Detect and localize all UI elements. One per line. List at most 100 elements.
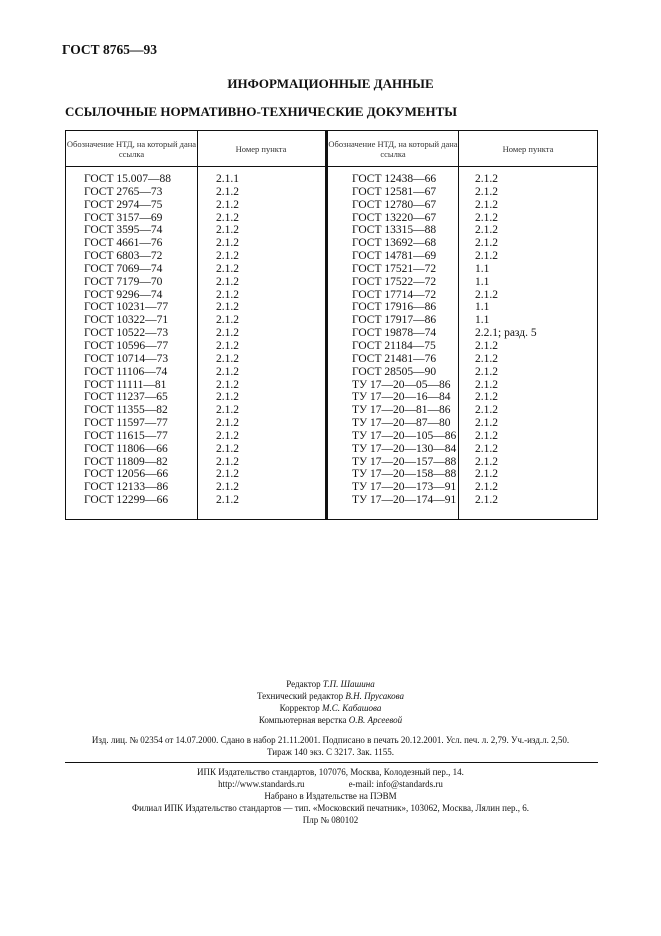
table-cell-clause: 2.1.2 [216, 429, 239, 442]
table-cell-clause: 2.1.2 [216, 404, 239, 417]
table-cell-ntd: ГОСТ 11597—77 [84, 417, 168, 430]
table-cell-ntd: ГОСТ 13692—68 [352, 237, 437, 250]
table-cell-ntd: ГОСТ 7179—70 [84, 275, 163, 288]
table-cell-clause: 2.1.2 [475, 378, 498, 391]
section-title: ИНФОРМАЦИОННЫЕ ДАННЫЕ [227, 76, 434, 91]
table-cell-clause: 2.1.2 [475, 455, 498, 468]
table-cell-clause: 2.1.2 [216, 262, 239, 275]
table-cell-clause: 2.1.2 [216, 352, 239, 365]
table-cell-ntd: ТУ 17—20—130—84 [352, 442, 457, 455]
table-cell-ntd: ГОСТ 17714—72 [352, 288, 437, 301]
table-cell-clause: 2.1.2 [475, 198, 498, 211]
table-cell-clause: 1.1 [475, 301, 490, 314]
table-cell-ntd: ГОСТ 10231—77 [84, 301, 169, 314]
table-cell-clause: 2.1.2 [216, 365, 239, 378]
table-cell-ntd: ГОСТ 2974—75 [84, 198, 163, 211]
table-cell-clause: 2.1.2 [216, 442, 239, 455]
table-cell-ntd: ГОСТ 17521—72 [352, 262, 437, 275]
table-cell-clause: 2.1.2 [216, 237, 239, 250]
table-cell-clause: 2.1.2 [216, 391, 239, 404]
table-cell-ntd: ГОСТ 10322—71 [84, 314, 169, 327]
header-clause-right: Номер пункта [502, 143, 554, 154]
subsection-title: ССЫЛОЧНЫЕ НОРМАТИВНО-ТЕХНИЧЕСКИЕ ДОКУМЕН… [65, 104, 458, 119]
table-cell-clause: 2.1.2 [475, 429, 498, 442]
table-cell-clause: 2.1.2 [216, 378, 239, 391]
editor-line: Редактор Т.П. Шашина [286, 679, 375, 689]
table-cell-clause: 2.2.1; разд. 5 [475, 327, 537, 340]
table-cell-clause: 2.1.2 [475, 185, 498, 198]
table-cell-clause: 2.1.2 [475, 494, 498, 507]
table-cell-ntd: ГОСТ 9296—74 [84, 288, 163, 301]
table-cell-clause: 2.1.2 [475, 224, 498, 237]
table-cell-clause: 2.1.2 [216, 224, 239, 237]
table-cell-clause: 2.1.2 [216, 314, 239, 327]
header-ntd-left: Обозначение НТД, на который дана ссылка [66, 138, 197, 159]
table-cell-ntd: ГОСТ 3157—69 [84, 211, 163, 224]
table-cell-ntd: ГОСТ 11237—65 [84, 391, 168, 404]
table-cell-ntd: ГОСТ 12581—67 [352, 185, 437, 198]
publisher-address: ИПК Издательство стандартов, 107076, Мос… [197, 767, 464, 777]
table-cell-clause: 2.1.2 [216, 211, 239, 224]
table-cell-clause: 2.1.1 [216, 173, 239, 185]
table-cell-ntd: ГОСТ 28505—90 [352, 365, 437, 378]
table-cell-clause: 2.1.2 [475, 339, 498, 352]
table-cell-clause: 2.1.2 [216, 455, 239, 468]
email-link[interactable]: e-mail: info@standards.ru [348, 779, 443, 789]
table-cell-ntd: ГОСТ 7069—74 [84, 262, 163, 275]
contacts: http://www.standards.ru e-mail: info@stan… [0, 778, 661, 790]
table-cell-clause: 2.1.2 [475, 417, 498, 430]
table-cell-clause: 2.1.2 [475, 173, 498, 185]
table-cell-clause: 1.1 [475, 262, 490, 275]
table-cell-ntd: ГОСТ 2765—73 [84, 185, 163, 198]
table-cell-clause: 2.1.2 [475, 288, 498, 301]
table-cell-clause: 1.1 [475, 314, 490, 327]
table-cell-ntd: ГОСТ 4661—76 [84, 237, 163, 250]
header-clause-left: Номер пункта [235, 143, 287, 154]
table-cell-clause: 2.1.2 [216, 468, 239, 481]
table-cell-clause: 2.1.2 [216, 481, 239, 494]
table-cell-ntd: ГОСТ 15.007—88 [84, 173, 172, 185]
table-cell-ntd: ГОСТ 17917—86 [352, 314, 437, 327]
table-cell-ntd: ТУ 17—20—173—91 [352, 481, 457, 494]
table-cell-clause: 2.1.2 [216, 301, 239, 314]
table-cell-clause: 2.1.2 [475, 365, 498, 378]
header-ntd-right: Обозначение НТД, на который дана ссылка [328, 138, 458, 159]
table-cell-clause: 2.1.2 [475, 250, 498, 263]
table-cell-ntd: ГОСТ 13315—88 [352, 224, 437, 237]
table-cell-clause: 2.1.2 [216, 250, 239, 263]
table-cell-ntd: ГОСТ 19878—74 [352, 327, 437, 340]
table-cell-clause: 2.1.2 [216, 288, 239, 301]
table-cell-clause: 2.1.2 [475, 352, 498, 365]
table-cell-ntd: ТУ 17—20—05—86 [352, 378, 451, 391]
table-cell-clause: 2.1.2 [216, 417, 239, 430]
table-cell-ntd: ГОСТ 12056—66 [84, 468, 169, 481]
website-link[interactable]: http://www.standards.ru [218, 779, 305, 789]
table-cell-clause: 2.1.2 [216, 327, 239, 340]
table-cell-ntd: ТУ 17—20—81—86 [352, 404, 451, 417]
corrector-line: Корректор М.С. Кабашова [279, 703, 382, 713]
table-cell-ntd: ГОСТ 12780—67 [352, 198, 437, 211]
table-cell-ntd: ТУ 17—20—16—84 [352, 391, 451, 404]
table-cell-ntd: ГОСТ 11106—74 [84, 365, 168, 378]
table-cell-clause: 2.1.2 [475, 237, 498, 250]
document-code: ГОСТ 8765—93 [62, 42, 158, 57]
table-cell-clause: 2.1.2 [216, 339, 239, 352]
table-cell-ntd: ГОСТ 6803—72 [84, 250, 163, 263]
table-cell-ntd: ГОСТ 21481—76 [352, 352, 437, 365]
table-cell-ntd: ТУ 17—20—174—91 [352, 494, 457, 507]
table-cell-clause: 2.1.2 [475, 481, 498, 494]
table-cell-ntd: ГОСТ 12438—66 [352, 173, 437, 185]
layout-line: Компьютерная верстка О.В. Арсеевой [258, 715, 403, 725]
references-table: Обозначение НТД, на который дана ссылка … [65, 130, 598, 520]
table-cell-ntd: ГОСТ 11111—81 [84, 378, 167, 391]
table-cell-ntd: ГОСТ 11355—82 [84, 404, 168, 417]
table-cell-ntd: ГОСТ 11615—77 [84, 429, 168, 442]
typeset-note: Набрано в Издательстве на ПЭВМ [264, 791, 397, 801]
table-cell-clause: 2.1.2 [475, 391, 498, 404]
table-cell-clause: 2.1.2 [475, 442, 498, 455]
table-cell-ntd: ТУ 17—20—105—86 [352, 429, 457, 442]
table-cell-clause: 2.1.2 [216, 494, 239, 507]
table-cell-ntd: ГОСТ 17916—86 [352, 301, 437, 314]
table-cell-ntd: ГОСТ 3595—74 [84, 224, 163, 237]
